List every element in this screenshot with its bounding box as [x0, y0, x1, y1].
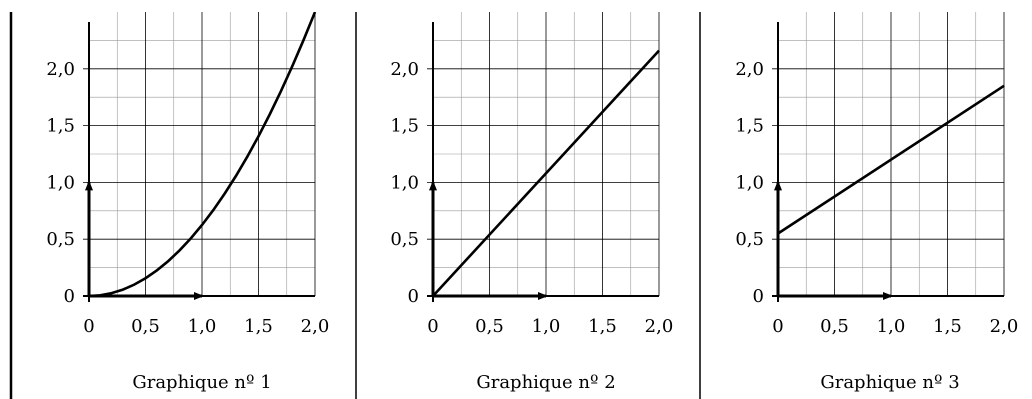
chart-panel-3: 0 0,5 1,0 1,5 2,0 0 0,5 1,0 1,5 2,0 Graphique nº 3	[735, 12, 1018, 393]
x-tick-label: 0,5	[820, 316, 849, 337]
y-tick-label: 2,0	[46, 59, 75, 80]
x-tick-label: 0,5	[475, 316, 504, 337]
chart-caption: Graphique nº 1	[132, 372, 271, 393]
x-tick-label: 1,5	[588, 316, 617, 337]
x-tick-label: 1,0	[188, 316, 217, 337]
chart-panel-1: 0 0,5 1,0 1,5 2,0 0 0,5 1,0 1,5 2,0 Graphique nº 1	[46, 12, 329, 393]
y-tick-label: 1,0	[46, 172, 75, 193]
y-tick-label: 0,5	[390, 229, 419, 250]
x-tick-label: 1,0	[532, 316, 561, 337]
chart-caption: Graphique nº 2	[476, 372, 615, 393]
y-tick-label: 2,0	[735, 59, 764, 80]
x-tick-label: 1,0	[877, 316, 906, 337]
y-tick-label: 0	[64, 286, 75, 307]
x-tick-label: 0	[83, 316, 94, 337]
x-tick-label: 2,0	[990, 316, 1019, 337]
y-tick-label: 1,5	[46, 116, 75, 137]
x-tick-label: 2,0	[301, 316, 330, 337]
x-tick-label: 0	[772, 316, 783, 337]
x-tick-label: 0,5	[131, 316, 160, 337]
x-tick-label: 0	[427, 316, 438, 337]
y-tick-label: 2,0	[390, 59, 419, 80]
y-tick-label: 0,5	[735, 229, 764, 250]
x-tick-label: 2,0	[645, 316, 674, 337]
y-tick-label: 0	[753, 286, 764, 307]
y-tick-label: 1,5	[390, 116, 419, 137]
y-tick-label: 0	[408, 286, 419, 307]
y-tick-label: 1,5	[735, 116, 764, 137]
y-tick-label: 1,0	[735, 172, 764, 193]
x-tick-label: 1,5	[933, 316, 962, 337]
chart-panel-2: 0 0,5 1,0 1,5 2,0 0 0,5 1,0 1,5 2,0 Graphique nº 2	[390, 12, 673, 393]
y-tick-label: 0,5	[46, 229, 75, 250]
chart-caption: Graphique nº 3	[820, 372, 959, 393]
x-tick-label: 1,5	[244, 316, 273, 337]
y-tick-label: 1,0	[390, 172, 419, 193]
